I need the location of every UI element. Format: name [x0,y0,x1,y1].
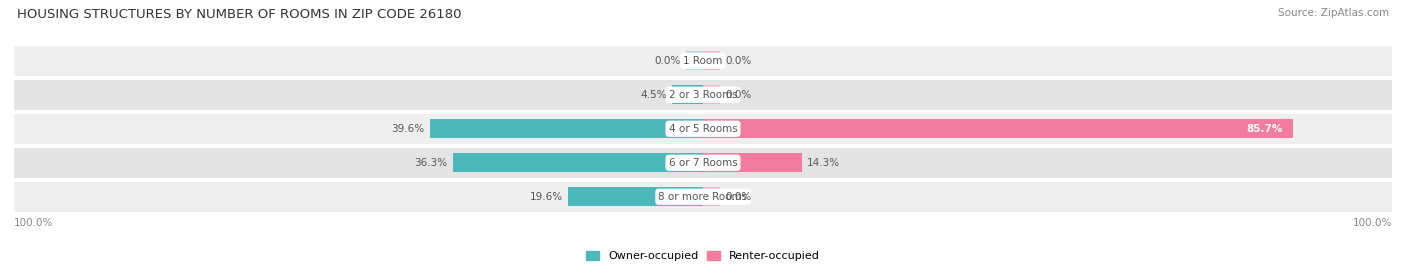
Legend: Owner-occupied, Renter-occupied: Owner-occupied, Renter-occupied [581,246,825,266]
Bar [703,51,720,70]
Text: 8 or more Rooms: 8 or more Rooms [658,192,748,202]
Text: 4.5%: 4.5% [640,90,666,100]
Bar [703,153,801,172]
Bar [703,85,720,104]
Text: 85.7%: 85.7% [1247,124,1284,134]
Bar [430,119,703,138]
Text: 0.0%: 0.0% [725,90,752,100]
Text: 4 or 5 Rooms: 4 or 5 Rooms [669,124,737,134]
Text: Source: ZipAtlas.com: Source: ZipAtlas.com [1278,8,1389,18]
Text: 6 or 7 Rooms: 6 or 7 Rooms [669,158,737,168]
Text: 36.3%: 36.3% [415,158,447,168]
Bar [14,46,1392,76]
Text: 39.6%: 39.6% [391,124,425,134]
Bar [453,153,703,172]
Text: HOUSING STRUCTURES BY NUMBER OF ROOMS IN ZIP CODE 26180: HOUSING STRUCTURES BY NUMBER OF ROOMS IN… [17,8,461,21]
Text: 0.0%: 0.0% [725,56,752,66]
Text: 1 Room: 1 Room [683,56,723,66]
Bar [14,114,1392,144]
Text: 2 or 3 Rooms: 2 or 3 Rooms [669,90,737,100]
Bar [14,182,1392,212]
Bar [568,187,703,206]
Bar [14,148,1392,178]
Text: 0.0%: 0.0% [654,56,681,66]
Bar [672,85,703,104]
Bar [686,51,703,70]
Text: 100.0%: 100.0% [1353,218,1392,228]
Bar [703,187,720,206]
Text: 19.6%: 19.6% [529,192,562,202]
Bar [703,119,1294,138]
Text: 0.0%: 0.0% [725,192,752,202]
Text: 14.3%: 14.3% [807,158,841,168]
Text: 100.0%: 100.0% [14,218,53,228]
Bar [14,80,1392,110]
